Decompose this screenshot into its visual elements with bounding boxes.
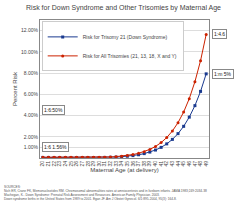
svg-text:1:4.6: 1:4.6: [214, 31, 225, 37]
svg-text:30: 30: [96, 161, 102, 167]
svg-text:12.00%: 12.00%: [21, 27, 39, 33]
svg-text:39: 39: [146, 161, 152, 167]
svg-text:35: 35: [124, 161, 130, 167]
svg-text:34: 34: [118, 161, 124, 167]
svg-text:41: 41: [158, 161, 164, 167]
svg-text:26: 26: [73, 161, 79, 167]
svg-text:1:6 1.56%: 1:6 1.56%: [44, 144, 67, 150]
svg-text:Risk for All Trisomies (21, 13: Risk for All Trisomies (21, 13, 18, X an…: [83, 53, 177, 59]
svg-text:2.00%: 2.00%: [24, 134, 39, 140]
svg-text:48: 48: [197, 161, 203, 167]
svg-text:Percent Risk: Percent Risk: [12, 71, 18, 106]
svg-text:40: 40: [152, 161, 158, 167]
svg-text:23: 23: [56, 161, 62, 167]
svg-text:45: 45: [180, 161, 186, 167]
svg-text:SOURCES:Nich ER, Crane FK, Mem: SOURCES:Nich ER, Crane FK, Memonucleotid…: [4, 185, 207, 201]
svg-text:42: 42: [163, 161, 169, 167]
svg-text:31: 31: [101, 161, 107, 167]
svg-text:1:m 5%: 1:m 5%: [214, 71, 232, 77]
svg-text:22: 22: [51, 161, 57, 167]
svg-text:10.00%: 10.00%: [21, 49, 39, 55]
svg-text:44: 44: [175, 161, 181, 167]
svg-text:1.00%: 1.00%: [24, 144, 39, 150]
svg-text:38: 38: [141, 161, 147, 167]
svg-text:Risk for Trisomy 21 (Down Synd: Risk for Trisomy 21 (Down Syndrome): [83, 34, 168, 40]
svg-text:47: 47: [192, 161, 198, 167]
svg-text:8.00%: 8.00%: [24, 70, 39, 76]
svg-text:4.00%: 4.00%: [24, 112, 39, 118]
svg-text:28: 28: [85, 161, 91, 167]
svg-text:Maternal Age (at delivery): Maternal Age (at delivery): [90, 167, 158, 173]
svg-text:46: 46: [186, 161, 192, 167]
svg-text:36: 36: [130, 161, 136, 167]
svg-text:6.00%: 6.00%: [24, 91, 39, 97]
svg-text:27: 27: [79, 161, 85, 167]
svg-text:21: 21: [45, 161, 51, 167]
svg-text:Risk for Down Syndrome and Oth: Risk for Down Syndrome and Other Trisomi…: [26, 4, 221, 12]
svg-text:37: 37: [135, 161, 141, 167]
svg-text:1:6:50%: 1:6:50%: [44, 107, 63, 113]
svg-text:43: 43: [169, 161, 175, 167]
svg-text:33: 33: [113, 161, 119, 167]
svg-text:29: 29: [90, 161, 96, 167]
svg-text:25: 25: [68, 161, 74, 167]
svg-text:32: 32: [107, 161, 113, 167]
svg-text:49: 49: [203, 161, 209, 167]
svg-text:24: 24: [62, 161, 68, 167]
svg-text:20: 20: [39, 161, 45, 167]
